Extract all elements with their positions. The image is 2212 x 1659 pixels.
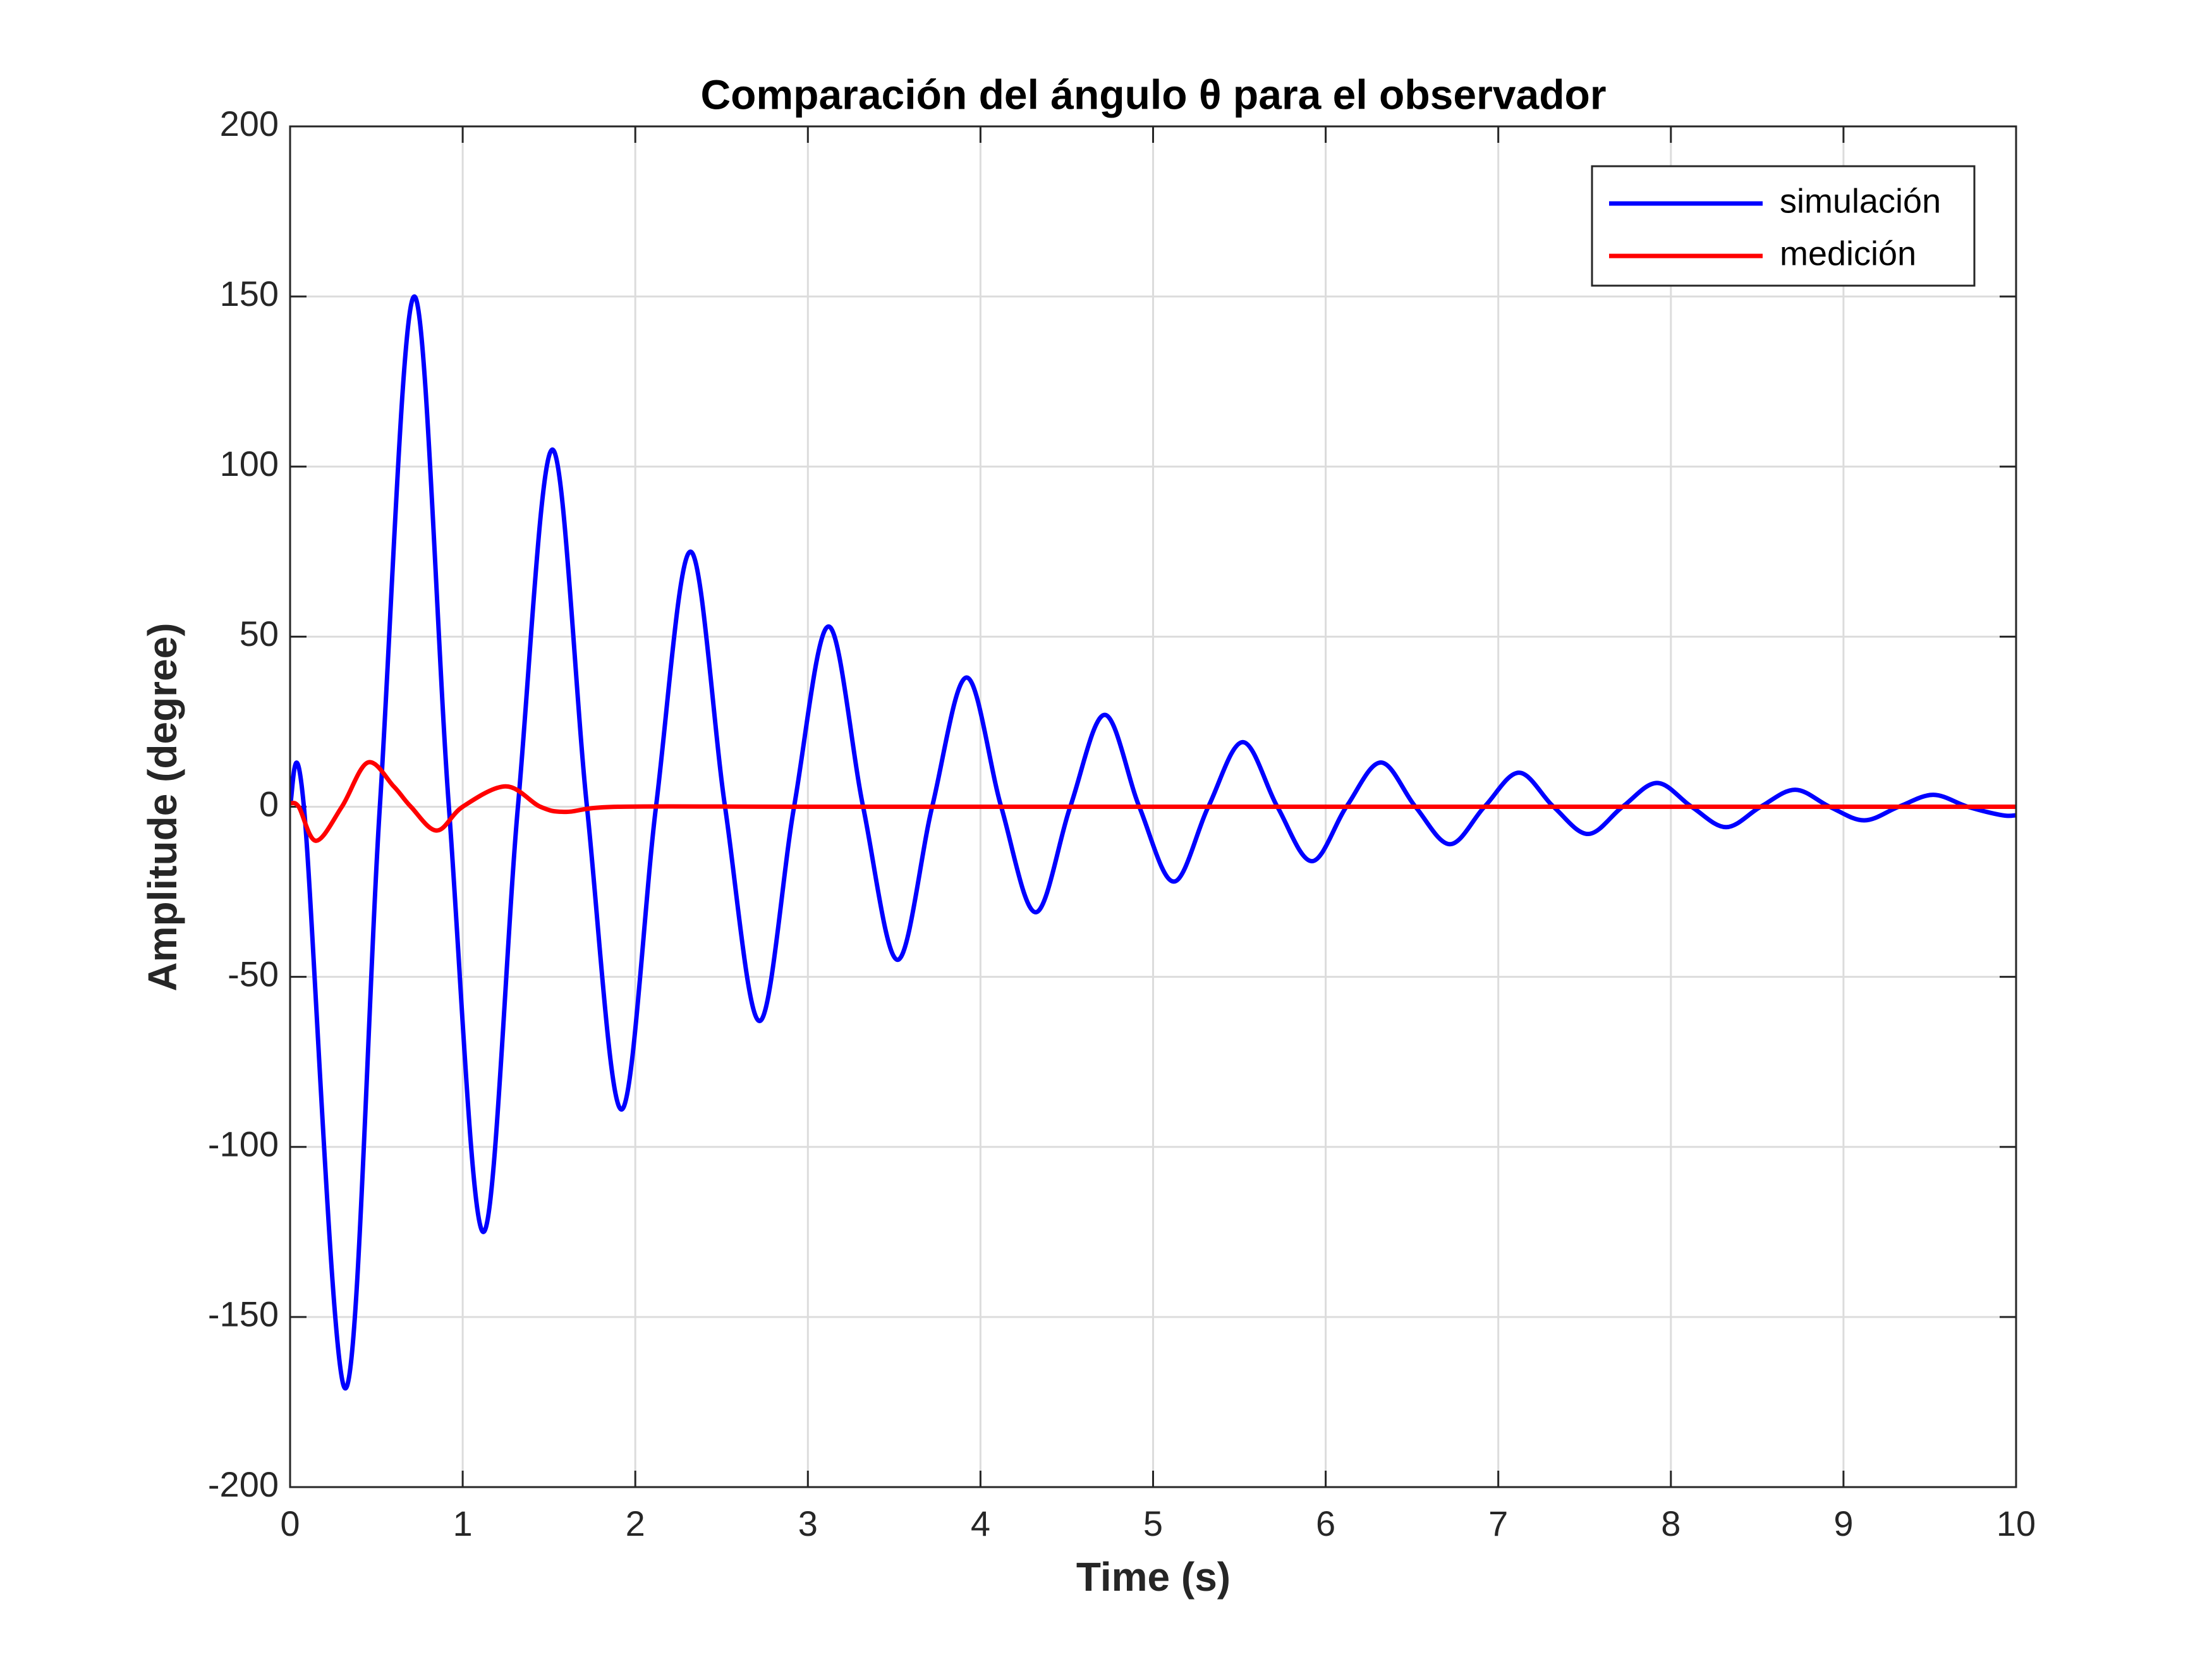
y-tick-label: 200: [220, 104, 279, 143]
legend-box: [1591, 165, 1976, 287]
y-tick-label: 50: [240, 614, 279, 653]
legend-label: simulación: [1780, 182, 1941, 220]
y-tick-label: -50: [228, 954, 279, 994]
x-tick-label: 10: [1996, 1504, 2036, 1543]
y-tick-label: 150: [220, 274, 279, 313]
x-tick-label: 0: [280, 1504, 300, 1543]
x-tick-label: 8: [1661, 1504, 1680, 1543]
y-tick-label: -150: [208, 1294, 279, 1334]
x-tick-label: 2: [626, 1504, 645, 1543]
y-tick-label: -200: [208, 1464, 279, 1504]
x-tick-label: 6: [1316, 1504, 1335, 1543]
x-axis-label: Time (s): [1076, 1554, 1231, 1600]
chart-title: Comparación del ángulo θ para el observa…: [700, 71, 1606, 118]
x-tick-label: 1: [453, 1504, 473, 1543]
y-tick-label: -100: [208, 1124, 279, 1164]
legend-label: medición: [1780, 234, 1916, 272]
x-tick-label: 3: [798, 1504, 818, 1543]
x-tick-label: 5: [1143, 1504, 1163, 1543]
x-tick-label: 4: [971, 1504, 990, 1543]
y-tick-label: 0: [259, 784, 279, 823]
y-tick-label: 100: [220, 444, 279, 483]
x-tick-label: 9: [1833, 1504, 1853, 1543]
y-axis-label: Amplitude (degree): [140, 623, 185, 991]
data-line: [290, 760, 2016, 843]
x-tick-label: 7: [1488, 1504, 1508, 1543]
axes-box: [289, 125, 2017, 1488]
